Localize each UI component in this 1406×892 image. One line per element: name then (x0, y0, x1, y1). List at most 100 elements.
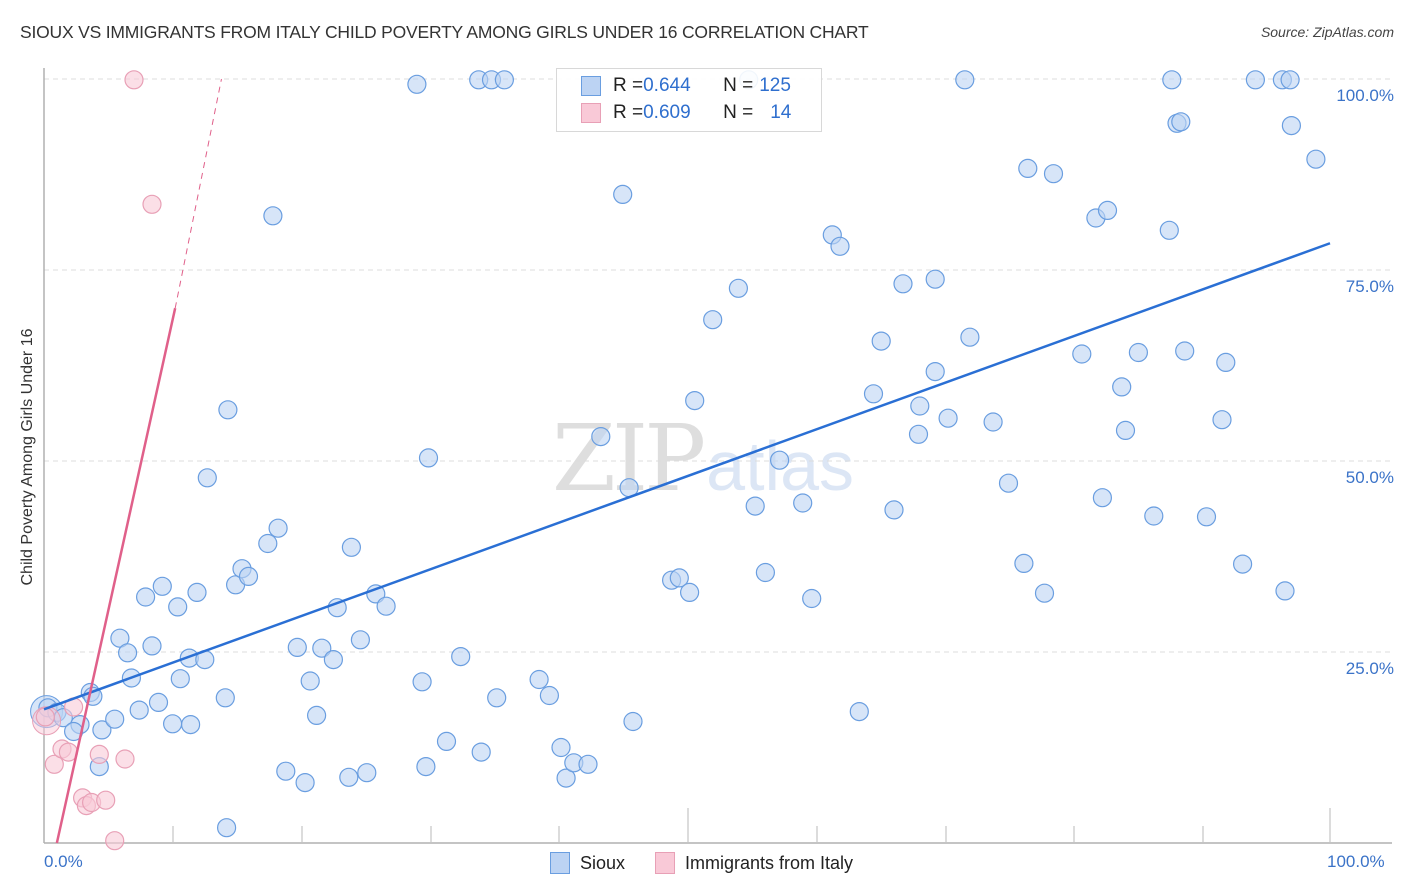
data-point (163, 714, 183, 734)
data-point (1112, 377, 1132, 397)
legend-label-sioux: Sioux (580, 852, 626, 873)
data-point (412, 672, 432, 692)
data-point (197, 468, 217, 488)
data-point (218, 400, 238, 420)
data-point (1144, 506, 1164, 526)
data-point (312, 638, 332, 658)
data-point (1034, 583, 1055, 603)
data-point (327, 598, 347, 618)
data-point (416, 756, 436, 777)
data-point (451, 646, 471, 667)
data-point (170, 669, 190, 689)
data-point (884, 500, 904, 520)
italy-n-label: N = (723, 102, 754, 123)
italy-r-value: 0.609 (643, 102, 691, 123)
data-point (35, 707, 55, 727)
source-credit: Source: ZipAtlas.com (1260, 24, 1394, 40)
data-point (300, 671, 320, 691)
data-point (117, 643, 138, 663)
data-point (802, 588, 822, 609)
series-legend: Sioux Immigrants from Italy (550, 852, 883, 874)
data-point (1232, 554, 1253, 574)
data-point (1018, 158, 1038, 178)
data-point (287, 637, 307, 658)
data-point (436, 731, 457, 752)
sioux-r-value: 0.644 (643, 75, 691, 96)
sioux-legend-swatch-icon (550, 852, 570, 874)
legend-row-sioux: R = 0.644 N = 125 (581, 74, 791, 98)
data-point (1159, 220, 1179, 240)
data-point (623, 711, 643, 732)
data-point (376, 596, 396, 616)
data-point (341, 537, 361, 557)
data-point (529, 669, 549, 690)
data-point (551, 737, 571, 758)
data-point (1212, 410, 1232, 430)
y-tick-100: 100.0% (1336, 86, 1394, 105)
data-point (591, 427, 611, 447)
data-point (745, 496, 765, 516)
data-point (1280, 70, 1300, 90)
data-point (44, 754, 64, 774)
y-tick-25: 25.0% (1345, 659, 1394, 678)
legend-label-italy: Immigrants from Italy (685, 852, 854, 873)
data-point (1275, 581, 1295, 601)
data-point (556, 768, 576, 788)
data-point (1072, 344, 1092, 364)
data-point (295, 772, 315, 793)
data-point (938, 408, 958, 428)
italy-trend-extension (174, 78, 222, 309)
italy-n-value: 14 (770, 102, 792, 123)
data-point (1175, 341, 1195, 361)
data-point (1014, 553, 1034, 574)
data-point (407, 74, 427, 94)
data-point (983, 412, 1003, 432)
data-point (755, 562, 776, 583)
data-point (92, 720, 112, 740)
data-point (89, 744, 109, 765)
x-tick-min: 0.0% (44, 852, 83, 871)
data-point (238, 566, 259, 587)
axes (43, 68, 1392, 844)
italy-points (32, 70, 162, 851)
legend-item-italy[interactable]: Immigrants from Italy (655, 852, 853, 874)
chart-title: SIOUX VS IMMIGRANTS FROM ITALY CHILD POV… (20, 22, 869, 42)
data-point (1216, 352, 1236, 372)
data-point (152, 576, 172, 596)
correlation-legend: R = 0.644 N = 125 R = 0.609 N = 14 (556, 68, 822, 132)
data-point (263, 206, 283, 226)
data-point (187, 582, 207, 603)
data-point (998, 473, 1019, 493)
sioux-points (30, 70, 1326, 838)
data-point (925, 362, 945, 382)
data-point (1115, 420, 1136, 440)
data-point (96, 790, 116, 810)
data-point (168, 597, 188, 617)
data-point (148, 692, 169, 713)
data-point (1043, 164, 1064, 184)
legend-row-italy: R = 0.609 N = 14 (581, 101, 791, 125)
data-point (539, 685, 560, 706)
data-point (215, 688, 235, 708)
data-point (1092, 488, 1113, 508)
data-point (793, 493, 813, 513)
data-point (908, 424, 929, 444)
data-point (1162, 70, 1182, 90)
data-point (849, 701, 869, 722)
data-point (830, 236, 850, 256)
data-point (1128, 342, 1149, 363)
data-point (129, 700, 149, 720)
sioux-n-value: 125 (759, 75, 791, 96)
data-point (105, 831, 125, 851)
data-point (1306, 149, 1326, 169)
legend-item-sioux[interactable]: Sioux (550, 852, 625, 874)
data-point (471, 742, 491, 762)
italy-legend-swatch-icon (655, 852, 676, 874)
data-point (669, 568, 689, 588)
data-point (960, 327, 980, 347)
data-point (142, 636, 162, 656)
data-point (494, 70, 514, 90)
sioux-n-label: N = (723, 75, 754, 96)
data-point (105, 709, 125, 729)
sioux-r-label: R = (613, 75, 644, 96)
